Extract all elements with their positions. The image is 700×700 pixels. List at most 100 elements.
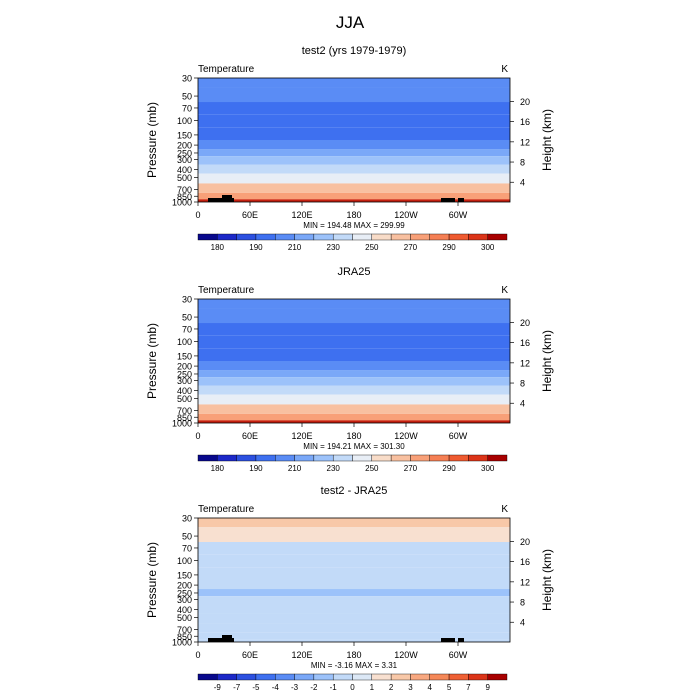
colorbar-swatch [429,454,450,462]
y-right-tick-label: 16 [520,338,530,348]
min-max-stats: MIN = 194.21 MAX = 301.30 [303,442,405,451]
colorbar-label: 190 [249,464,263,473]
variable-label: Temperature [198,504,255,515]
y-tick-label: 700 [177,406,192,416]
y-right-tick-label: 8 [520,379,525,389]
contour-band [198,102,510,115]
y-axis-label: Pressure (mb) [145,323,159,399]
x-tick-label: 120W [394,650,418,660]
colorbar-swatch [468,673,488,681]
y-right-tick-label: 12 [520,358,530,368]
y-tick-label: 50 [182,532,192,542]
x-tick-label: 180 [346,210,361,220]
contour-band [198,156,510,165]
y-tick-label: 30 [182,74,192,84]
figure-title: JJA [336,13,365,32]
colorbar-swatch [448,673,469,681]
y-right-tick-label: 4 [520,178,525,188]
terrain-mask [225,198,233,202]
colorbar-swatch [352,233,373,241]
contour-band [198,527,510,543]
contour-band [198,420,510,423]
terrain-mask [222,195,232,198]
x-tick-label: 180 [346,431,361,441]
y-right-tick-label: 8 [520,158,525,168]
contour-band [198,604,510,614]
units-label: K [501,64,508,75]
colorbar-label: -5 [252,683,260,692]
colorbar-swatch [275,454,295,462]
variable-label: Temperature [198,64,255,75]
colorbar-swatch [275,233,295,241]
x-tick-label: 120W [394,431,418,441]
y-right-tick-label: 12 [520,577,530,587]
y-right-tick-label: 16 [520,557,530,567]
colorbar-label: 210 [288,464,302,473]
colorbar-label: 0 [350,683,355,692]
x-tick-label: 180 [346,650,361,660]
colorbar-swatch [313,454,334,462]
contour-band [198,164,510,174]
colorbar-swatch [275,673,295,681]
contour-band [198,348,510,361]
terrain-mask [458,198,464,202]
y-right-tick-label: 20 [520,318,530,328]
colorbar-swatch [236,233,257,241]
y-tick-label: 500 [177,173,192,183]
y-right-tick-label: 4 [520,399,525,409]
colorbar-swatch [390,233,411,241]
contour-band [198,632,510,640]
x-tick-label: 0 [195,431,200,441]
y-tick-label: 300 [177,376,192,386]
y-axis-right-label: Height (km) [540,109,554,171]
terrain-mask [208,638,234,642]
contour-band [198,394,510,405]
colorbar-swatch [197,233,218,241]
x-tick-label: 120E [291,431,312,441]
y-tick-label: 300 [177,155,192,165]
contour-band [198,114,510,128]
y-tick-label: 850 [177,632,192,642]
y-tick-label: 1000 [172,638,192,648]
colorbar-label: 270 [404,464,418,473]
y-tick-label: 400 [177,605,192,615]
chart-title: JRA25 [337,266,370,278]
y-tick-label: 50 [182,313,192,323]
colorbar-swatch [448,233,469,241]
colorbar-label: 3 [408,683,413,692]
terrain-mask [222,635,232,638]
colorbar-swatch [332,673,353,681]
y-tick-label: 850 [177,413,192,423]
colorbar-label: 180 [211,243,225,252]
y-tick-label: 50 [182,92,192,102]
y-tick-label: 200 [177,581,192,591]
y-tick-label: 850 [177,192,192,202]
contour-band [198,140,510,150]
colorbar-swatch [448,454,469,462]
y-axis-label: Pressure (mb) [145,102,159,178]
y-tick-label: 70 [182,103,192,113]
chart-title: test2 - JRA25 [321,485,388,497]
colorbar-swatch [410,233,430,241]
colorbar-label: -2 [310,683,318,692]
colorbar-swatch [197,673,218,681]
colorbar-swatch [294,673,315,681]
contour-band [198,299,510,309]
contour-band [198,199,510,202]
terrain-mask [208,198,234,202]
y-right-tick-label: 20 [520,537,530,547]
terrain-mask [458,638,464,642]
contour-band [198,183,510,193]
contour-band [198,149,510,157]
colorbar-label: 1 [370,683,375,692]
contour-band [198,589,510,597]
colorbar-label: 2 [389,683,394,692]
colorbar-label: 180 [211,464,225,473]
contour-band [198,554,510,568]
colorbar-label: 230 [327,464,341,473]
y-right-tick-label: 16 [520,117,530,127]
